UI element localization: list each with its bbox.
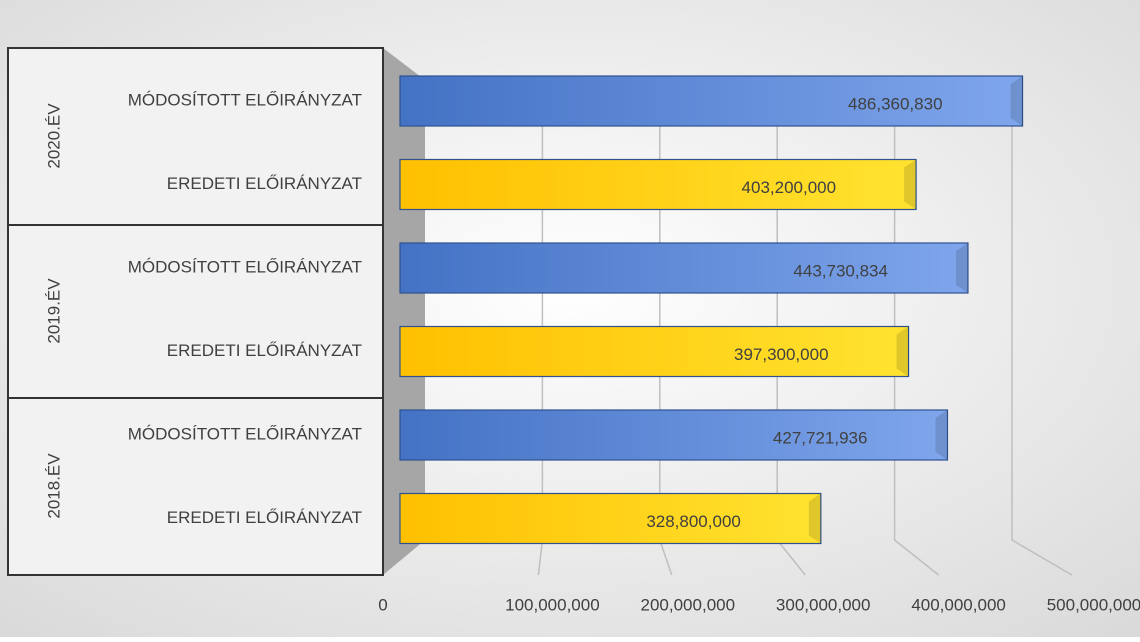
bar	[399, 242, 969, 294]
x-tick-label: 300,000,000	[776, 595, 871, 614]
bar-side	[1010, 76, 1023, 126]
category-panel	[7, 47, 384, 576]
value-label: 427,721,936	[773, 428, 868, 447]
x-tick-label: 400,000,000	[911, 595, 1006, 614]
bar	[399, 409, 949, 461]
category-label: EREDETI ELŐIRÁNYZAT	[167, 341, 362, 360]
bar	[399, 492, 822, 545]
bar-side	[935, 410, 948, 460]
group-label: 2019.ÉV	[44, 278, 63, 344]
value-label: 397,300,000	[734, 345, 829, 364]
bar	[399, 75, 1024, 127]
x-tick-label: 0	[378, 595, 387, 614]
category-label: EREDETI ELŐIRÁNYZAT	[167, 174, 362, 193]
bar-side	[896, 326, 909, 377]
group-label: 2020.ÉV	[44, 103, 63, 169]
category-label: MÓDOSÍTOTT ELŐIRÁNYZAT	[128, 90, 362, 109]
grid-line	[893, 80, 940, 576]
bar-side	[904, 159, 917, 210]
group-label: 2018.ÉV	[44, 453, 63, 519]
bar-side	[808, 493, 821, 544]
value-label: 328,800,000	[646, 512, 741, 531]
x-tick-label: 200,000,000	[641, 595, 736, 614]
bar	[399, 158, 917, 211]
category-label: MÓDOSÍTOTT ELŐIRÁNYZAT	[128, 257, 362, 276]
x-tick-label: 500,000,000	[1047, 595, 1140, 614]
value-label: 486,360,830	[848, 94, 943, 113]
category-label: MÓDOSÍTOTT ELŐIRÁNYZAT	[128, 424, 362, 443]
x-tick-label: 100,000,000	[505, 595, 600, 614]
value-label: 443,730,834	[793, 261, 888, 280]
value-label: 403,200,000	[742, 178, 837, 197]
category-label: EREDETI ELŐIRÁNYZAT	[167, 508, 362, 527]
grid-line	[1011, 80, 1073, 576]
bar	[399, 325, 910, 378]
bar-side	[955, 243, 968, 293]
